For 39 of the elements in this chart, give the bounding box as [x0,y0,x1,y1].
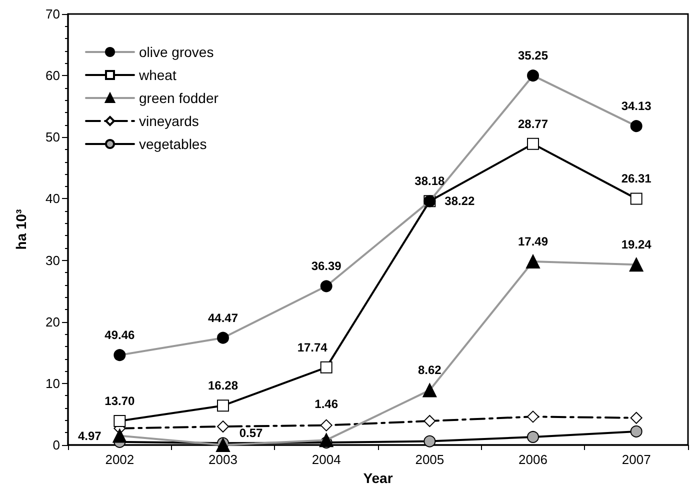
annotation: 19.24 [621,238,652,252]
legend-label: vineyards [139,113,199,129]
annotation: 8.62 [418,363,442,378]
x-axis-title: Year [363,470,394,486]
annotation: 35.25 [518,48,548,63]
legend-label: vegetables [139,136,207,152]
annotation: 28.77 [518,116,548,131]
annotation: 16.28 [208,378,238,393]
legend-label: olive groves [139,44,214,60]
annotation: 38.22 [444,194,476,208]
x-tick-label: 2003 [208,452,238,467]
annotation: 36.39 [311,259,342,274]
y-tick-label: 0 [52,438,60,452]
annotation: 17.49 [518,234,548,249]
y-tick-label: 40 [46,191,60,206]
annotation: 17.74 [297,340,328,354]
annotation: 44.47 [208,310,238,325]
x-tick-label: 2006 [518,452,548,467]
annotation: 49.46 [104,328,136,342]
legend-label: green fodder [139,90,219,106]
annotation: 34.13 [621,99,652,114]
y-tick-label: 30 [46,252,60,268]
y-axis-title: ha 10³ [13,208,29,250]
annotation: 4.97 [78,428,102,443]
x-tick-label: 2005 [415,452,444,467]
y-tick-label: 20 [46,314,60,330]
y-tick-label: 10 [46,376,60,391]
x-tick-label: 2002 [105,452,134,467]
annotation: 38.18 [414,174,446,188]
annotation: 0.57 [239,426,263,440]
y-tick-label: 60 [46,68,60,84]
y-tick-label: 70 [46,6,60,22]
y-tick-label: 50 [46,130,60,145]
annotation: 1.46 [314,397,338,412]
x-tick-label: 2007 [622,452,651,467]
legend-label: wheat [138,67,176,83]
annotation: 26.31 [621,172,652,186]
annotation: 13.70 [104,394,136,408]
x-tick-label: 2004 [312,452,341,467]
